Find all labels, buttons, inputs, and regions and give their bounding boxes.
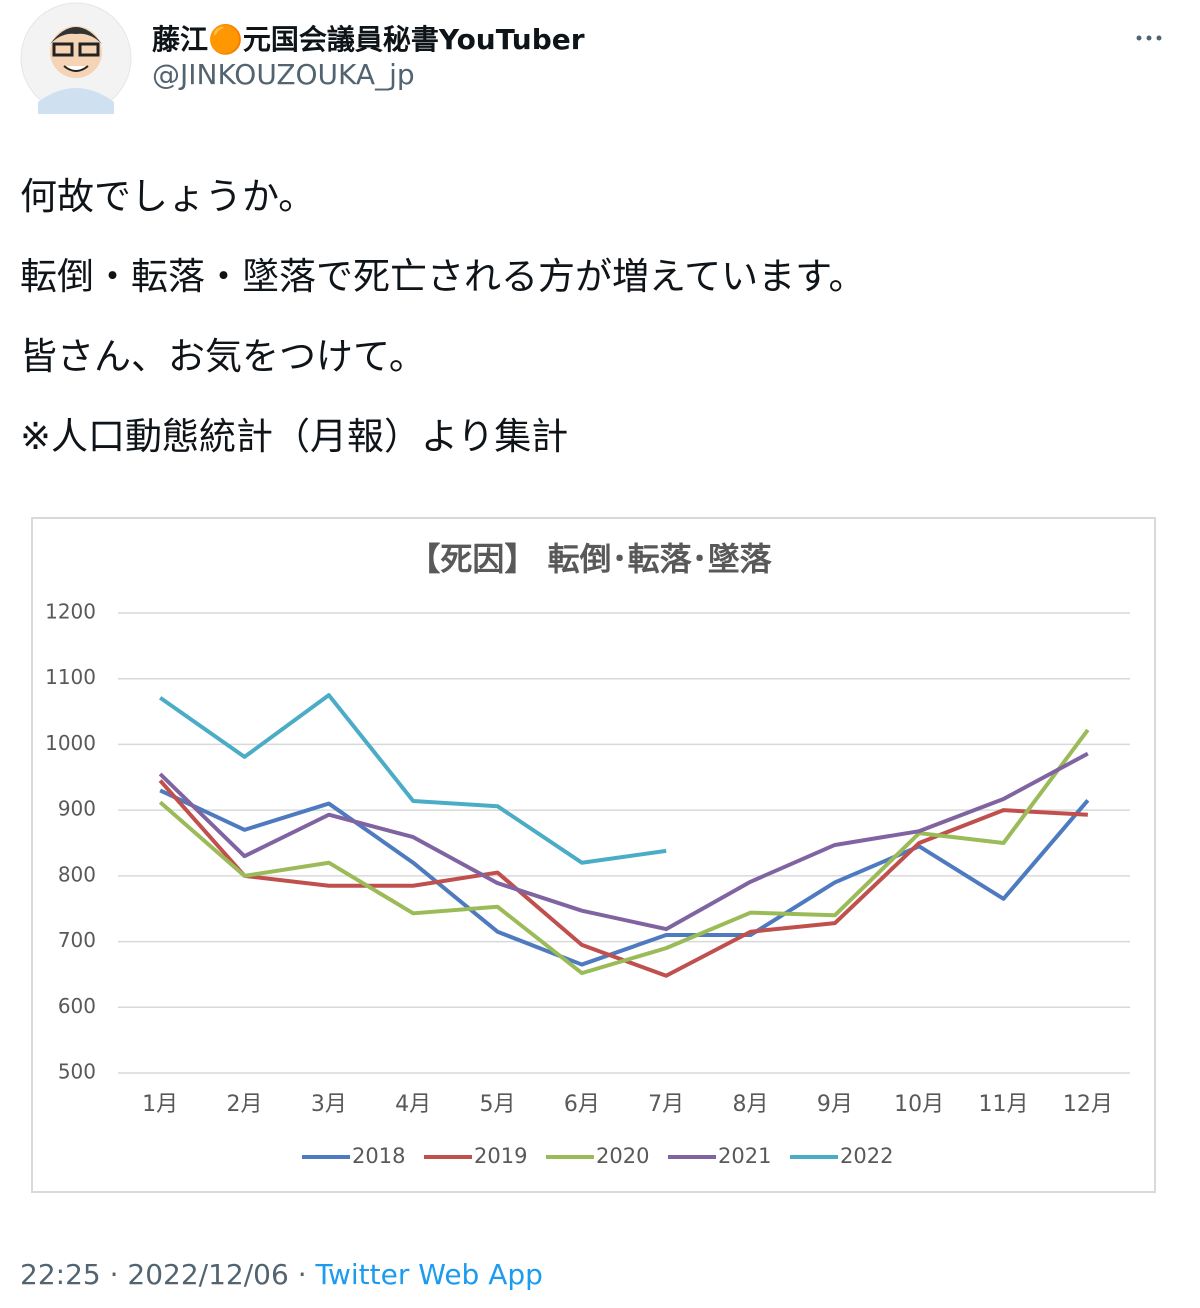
x-tick-label: 9月	[817, 1092, 853, 1117]
avatar[interactable]	[20, 2, 132, 114]
source-link[interactable]: Twitter Web App	[315, 1258, 543, 1291]
legend-label: 2022	[840, 1144, 893, 1168]
y-tick-label: 1200	[45, 600, 96, 624]
post-text: 何故でしょうか。	[20, 175, 316, 218]
series-line	[158, 728, 1090, 976]
y-tick-label: 600	[58, 994, 96, 1018]
y-tick-label: 800	[58, 862, 96, 886]
x-tick-label: 2月	[227, 1092, 263, 1117]
legend-label: 2021	[718, 1144, 771, 1168]
x-tick-label: 7月	[648, 1092, 684, 1117]
y-tick-label: 1000	[45, 731, 96, 755]
more-button[interactable]	[1134, 30, 1166, 46]
separator: ·	[109, 1258, 119, 1291]
x-tick-label: 6月	[564, 1092, 600, 1117]
y-tick-label: 1100	[45, 665, 96, 689]
series-line	[158, 751, 1089, 932]
post-text: 皆さん、お気をつけて。	[20, 335, 426, 378]
x-tick-label: 3月	[311, 1092, 347, 1117]
x-tick-label: 12月	[1063, 1092, 1113, 1117]
y-tick-label: 500	[58, 1060, 96, 1084]
x-tick-label: 1月	[142, 1092, 178, 1117]
separator: ·	[297, 1258, 307, 1291]
author-name[interactable]: 藤江🟠元国会議員秘書YouTuber	[152, 23, 585, 56]
x-tick-label: 8月	[733, 1092, 769, 1117]
x-tick-label: 5月	[480, 1092, 516, 1117]
time: 22:25	[20, 1258, 101, 1291]
series-line	[159, 693, 667, 865]
y-tick-label: 700	[58, 928, 96, 952]
date: 2022/12/06	[127, 1258, 289, 1291]
x-tick-label: 4月	[395, 1092, 431, 1117]
series-line	[159, 788, 1090, 967]
x-tick-label: 10月	[894, 1092, 944, 1117]
chart-frame	[31, 517, 1156, 1193]
author-handle[interactable]: @JINKOUZOUKA_jp	[152, 58, 415, 91]
legend-label: 2018	[352, 1144, 405, 1168]
y-tick-label: 900	[58, 797, 96, 821]
footer: 22:25 · 2022/12/06 · Twitter Web App	[20, 1258, 543, 1291]
legend-label: 2019	[474, 1144, 527, 1168]
chart-title: 【死因】 転倒･転落･墜落	[408, 540, 772, 578]
chart: 【死因】 転倒･転落･墜落 500 600 700 800 900 1000 1100 120…	[31, 517, 1156, 1193]
post-text: 転倒・転落・墜落で死亡される方が増えています。	[20, 255, 866, 298]
legend-label: 2020	[596, 1144, 649, 1168]
post-text: ※人口動態統計（月報）より集計	[20, 415, 569, 458]
x-tick-label: 11月	[979, 1092, 1029, 1117]
